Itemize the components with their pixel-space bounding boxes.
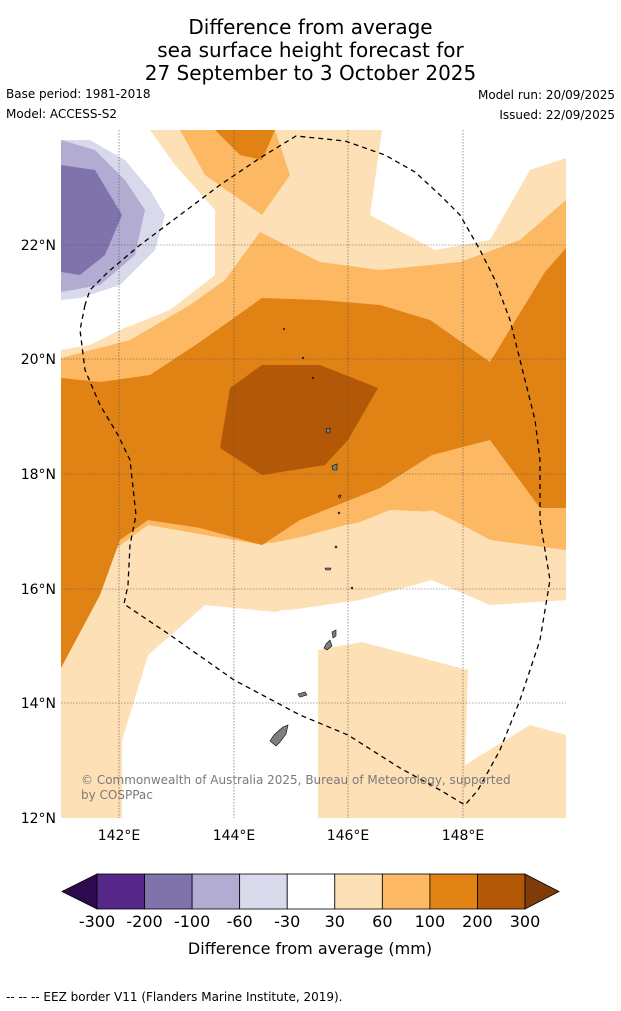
colorbar-segment: [334, 873, 383, 910]
island-small: [334, 545, 338, 549]
colorbar-segment: [191, 873, 241, 910]
colorbar-tick-label: -100: [174, 912, 210, 931]
lon-label-144e: 144°E: [213, 828, 256, 844]
island-small: [337, 494, 342, 499]
colorbar-segment: [96, 873, 145, 910]
anomaly-band-100-200-north: [215, 130, 275, 160]
colorbar-tick-label: 300: [510, 912, 541, 931]
map-area: [61, 130, 566, 818]
map-figure: 22°N 20°N 18°N 16°N 14°N 12°N 142°E 144°…: [21, 130, 566, 958]
colorbar-segment: [429, 873, 478, 910]
island-small: [301, 356, 305, 360]
colorbar-tick-label: -60: [227, 912, 253, 931]
colorbar-segment: [144, 873, 193, 910]
base-period: Base period: 1981-2018: [6, 87, 151, 101]
anomaly-band-30-60-southeast: [318, 642, 566, 818]
colorbar-segment: [239, 873, 288, 910]
lat-label-14n: 14°N: [21, 696, 56, 712]
island-saipan: [323, 639, 333, 651]
island-agrihan: [325, 427, 331, 434]
lat-label-18n: 18°N: [21, 467, 56, 483]
anomaly-neutral-northeast: [320, 130, 566, 250]
lon-label-148e: 148°E: [442, 828, 485, 844]
colorbar-extend-high: [524, 873, 560, 910]
colorbar-tick-label: 60: [372, 912, 392, 931]
colorbar-tick-label: -30: [274, 912, 300, 931]
model-run: Model run: 20/09/2025: [477, 88, 615, 102]
lat-label-22n: 22°N: [21, 238, 56, 254]
island-small: [337, 511, 341, 515]
title-line-2: sea surface height forecast for: [157, 38, 464, 62]
islands: [269, 327, 354, 747]
title-line-3: 27 September to 3 October 2025: [144, 61, 477, 85]
colorbar-segment: [477, 873, 526, 910]
model-name: Model: ACCESS-S2: [6, 107, 118, 121]
colorbar: -300 -200 -100 -60 -30 30 60 100 200 300: [61, 873, 560, 931]
lat-label-12n: 12°N: [21, 811, 56, 827]
colorbar-extend-low: [61, 873, 98, 910]
colorbar-tick-label: 100: [415, 912, 446, 931]
anomaly-band-200-300: [220, 365, 378, 475]
lat-label-20n: 20°N: [21, 352, 56, 368]
eez-border: [79, 135, 551, 806]
island-small: [311, 376, 315, 380]
colorbar-segment: [381, 873, 431, 910]
colorbar-label: Difference from average (mm): [188, 939, 432, 958]
island-guam: [269, 724, 289, 747]
island-anatahan: [324, 567, 332, 571]
issued-date: Issued: 22/09/2025: [499, 108, 615, 122]
lon-label-142e: 142°E: [98, 828, 141, 844]
lat-label-16n: 16°N: [21, 582, 56, 598]
copyright-line-1: © Commonwealth of Australia 2025, Bureau…: [81, 773, 511, 787]
anomaly-band-neg-100-200: [61, 165, 122, 275]
colorbar-tick-label: 200: [462, 912, 493, 931]
island-pagan: [331, 463, 338, 471]
colorbar-tick-label: 30: [325, 912, 345, 931]
eez-legend-note: -- -- -- EEZ border V11 (Flanders Marine…: [6, 990, 343, 1004]
colorbar-tick-label: -300: [79, 912, 115, 931]
colorbar-segment: [286, 873, 336, 910]
island-tinian: [331, 629, 337, 639]
colorbar-tick-label: -200: [126, 912, 162, 931]
island-small: [350, 586, 354, 590]
island-small: [282, 327, 285, 330]
lon-label-146e: 146°E: [327, 828, 370, 844]
graticule: [61, 130, 566, 818]
island-rota: [297, 691, 308, 698]
title-line-1: Difference from average: [188, 15, 433, 39]
copyright-line-2: by COSPPac: [81, 788, 153, 802]
